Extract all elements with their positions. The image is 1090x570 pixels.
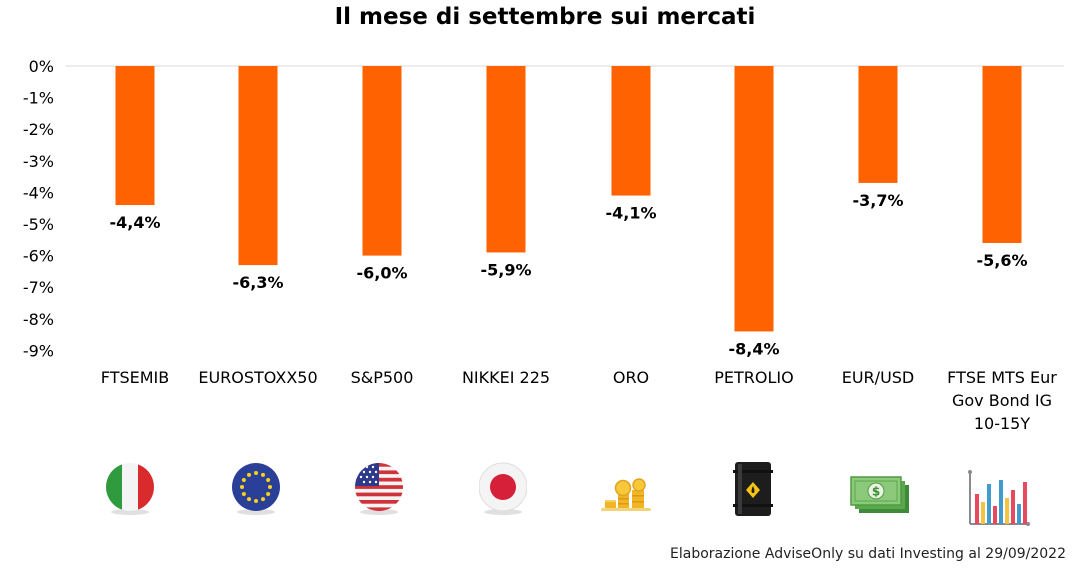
- data-labels: -4,4% -6,3% -6,0% -5,9% -4,1% -8,4% -3,7% -5,6%: [109, 191, 1027, 359]
- gold-coins-icon: [601, 478, 651, 511]
- y-tick-label: -5%: [23, 215, 54, 234]
- y-tick-label: -8%: [23, 310, 54, 329]
- bar: [115, 66, 155, 206]
- data-label: -5,9%: [480, 260, 531, 279]
- y-axis-ticks: 0% -1% -2% -3% -4% -5% -6% -7% -8% -9%: [23, 57, 54, 360]
- eu-flag-icon: [232, 463, 280, 515]
- y-tick-label: -4%: [23, 183, 54, 202]
- x-tick-label: NIKKEI 225: [462, 368, 550, 387]
- y-tick-label: -9%: [23, 341, 54, 360]
- oil-barrel-icon: [733, 462, 773, 516]
- bar: [238, 66, 278, 266]
- bar: [486, 66, 526, 253]
- x-tick-label: EUROSTOXX50: [198, 368, 317, 387]
- data-label: -8,4%: [728, 339, 779, 358]
- data-label: -4,4%: [109, 213, 160, 232]
- data-label: -3,7%: [852, 191, 903, 210]
- x-tick-label: S&P500: [351, 368, 414, 387]
- japan-flag-icon: [479, 462, 527, 515]
- dollar-banknotes-icon: $: [850, 476, 909, 513]
- bar: [734, 66, 774, 332]
- x-tick-label: PETROLIO: [714, 368, 793, 387]
- x-tick-label: FTSE MTS Eur Gov Bond IG 10-15Y: [947, 368, 1057, 433]
- data-label: -6,3%: [232, 273, 283, 292]
- data-label: -6,0%: [356, 264, 407, 283]
- svg-text:$: $: [872, 485, 880, 499]
- bar-chart-icon: [968, 470, 1030, 526]
- bar-chart: 0% -1% -2% -3% -4% -5% -6% -7% -8% -9% -4,4% -6,3%…: [23, 57, 1064, 433]
- x-axis-labels: FTSEMIB EUROSTOXX50 S&P500 NIKKEI 225 ORO PET…: [101, 368, 1058, 433]
- x-tick-label: FTSEMIB: [101, 368, 169, 387]
- y-tick-label: -1%: [23, 89, 54, 108]
- data-label: -5,6%: [976, 251, 1027, 270]
- us-flag-icon: [355, 463, 403, 515]
- x-tick-label: EUR/USD: [842, 368, 915, 387]
- italy-flag-icon: [106, 463, 154, 515]
- bar: [611, 66, 651, 196]
- y-tick-label: -6%: [23, 247, 54, 266]
- y-tick-label: -7%: [23, 278, 54, 297]
- y-tick-label: -3%: [23, 152, 54, 171]
- bar: [362, 66, 402, 256]
- bar: [982, 66, 1022, 243]
- source-note: Elaborazione AdviseOnly su dati Investin…: [670, 546, 1066, 562]
- y-tick-label: -2%: [23, 120, 54, 139]
- bar: [858, 66, 898, 183]
- y-tick-label: 0%: [29, 57, 54, 76]
- chart-title: Il mese di settembre sui mercati: [334, 4, 756, 30]
- data-label: -4,1%: [605, 204, 656, 223]
- x-tick-label: ORO: [613, 368, 649, 387]
- bars: [115, 66, 1022, 332]
